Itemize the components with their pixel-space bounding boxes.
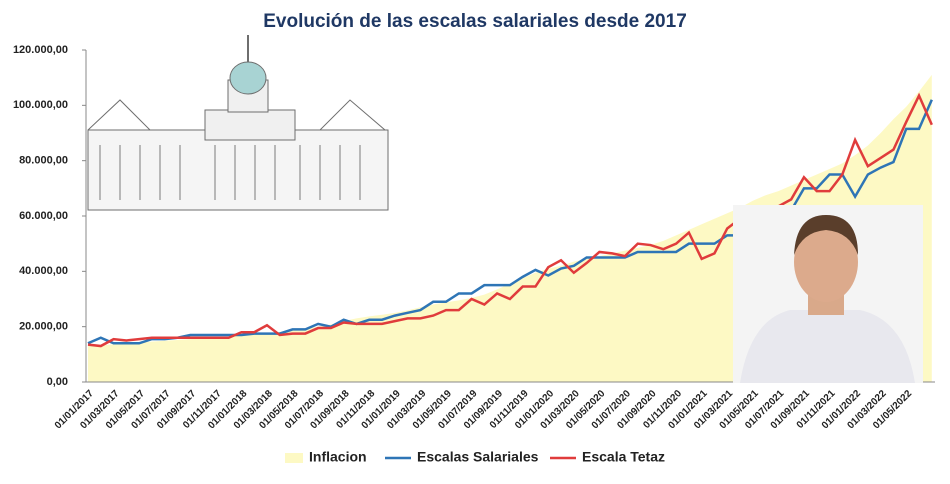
y-tick-label: 20.000,00 <box>19 321 68 333</box>
legend-label: Inflacion <box>309 449 367 465</box>
legend-label: Escala Tetaz <box>582 449 665 465</box>
y-tick-label: 60.000,00 <box>19 210 68 222</box>
line <box>87 92 933 348</box>
chart-title: Evolución de las escalas salariales desd… <box>263 11 687 32</box>
y-tick-label: 0,00 <box>47 376 68 388</box>
y-tick-label: 100.000,00 <box>13 99 68 111</box>
person-photo <box>733 205 923 383</box>
y-tick-label: 40.000,00 <box>19 265 68 277</box>
building-illustration <box>87 35 389 211</box>
area <box>88 74 932 383</box>
y-tick-label: 120.000,00 <box>13 44 68 56</box>
y-tick-label: 80.000,00 <box>19 155 68 167</box>
legend-label: Escalas Salariales <box>417 449 539 465</box>
legend-swatch <box>285 453 303 463</box>
